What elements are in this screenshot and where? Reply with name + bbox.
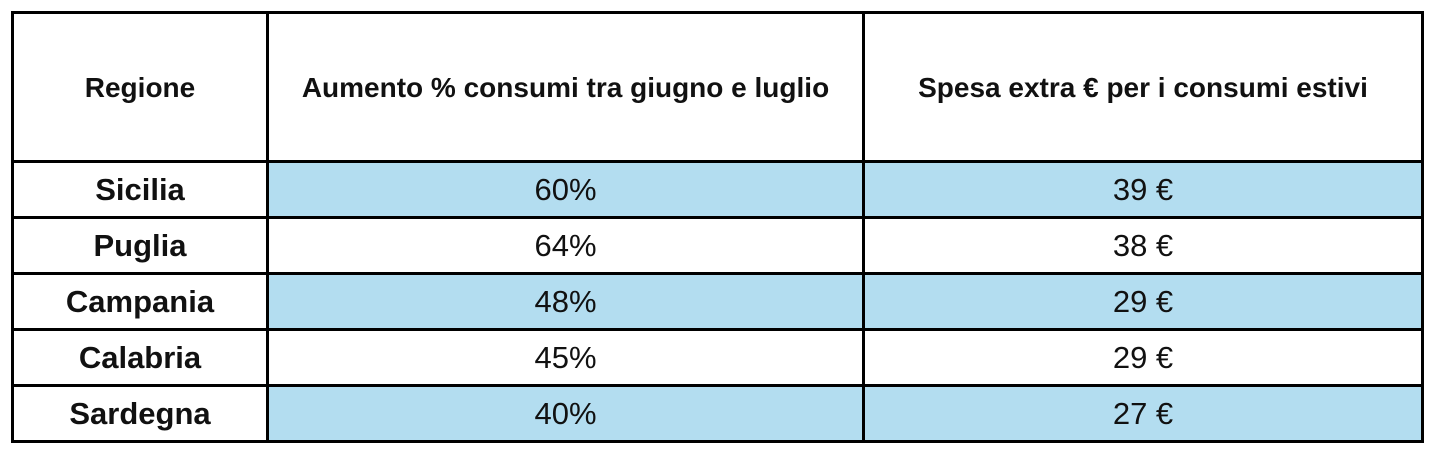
table-body: Sicilia 60% 39 € Puglia 64% 38 € Campani… (11, 160, 1424, 443)
header-aumento-consumi: Aumento % consumi tra giugno e luglio (266, 11, 865, 163)
table-row: Puglia 64% 38 € (11, 216, 1424, 275)
table-row: Sardegna 40% 27 € (11, 384, 1424, 443)
data-table-container: Regione Aumento % consumi tra giugno e l… (11, 11, 1424, 443)
row-regione: Campania (11, 272, 269, 331)
table-row: Calabria 45% 29 € (11, 328, 1424, 387)
row-spesa: 38 € (862, 216, 1424, 275)
row-regione: Sardegna (11, 384, 269, 443)
row-aumento: 45% (266, 328, 865, 387)
row-regione: Sicilia (11, 160, 269, 219)
row-aumento: 60% (266, 160, 865, 219)
regional-consumption-table: Regione Aumento % consumi tra giugno e l… (11, 11, 1424, 443)
row-spesa: 29 € (862, 272, 1424, 331)
row-aumento: 64% (266, 216, 865, 275)
table-row: Campania 48% 29 € (11, 272, 1424, 331)
header-regione: Regione (11, 11, 269, 163)
row-regione: Calabria (11, 328, 269, 387)
header-spesa-extra: Spesa extra € per i consumi estivi (862, 11, 1424, 163)
row-spesa: 29 € (862, 328, 1424, 387)
table-header: Regione Aumento % consumi tra giugno e l… (11, 11, 1424, 163)
header-row: Regione Aumento % consumi tra giugno e l… (11, 11, 1424, 163)
table-row: Sicilia 60% 39 € (11, 160, 1424, 219)
row-aumento: 40% (266, 384, 865, 443)
row-spesa: 39 € (862, 160, 1424, 219)
row-aumento: 48% (266, 272, 865, 331)
row-regione: Puglia (11, 216, 269, 275)
row-spesa: 27 € (862, 384, 1424, 443)
